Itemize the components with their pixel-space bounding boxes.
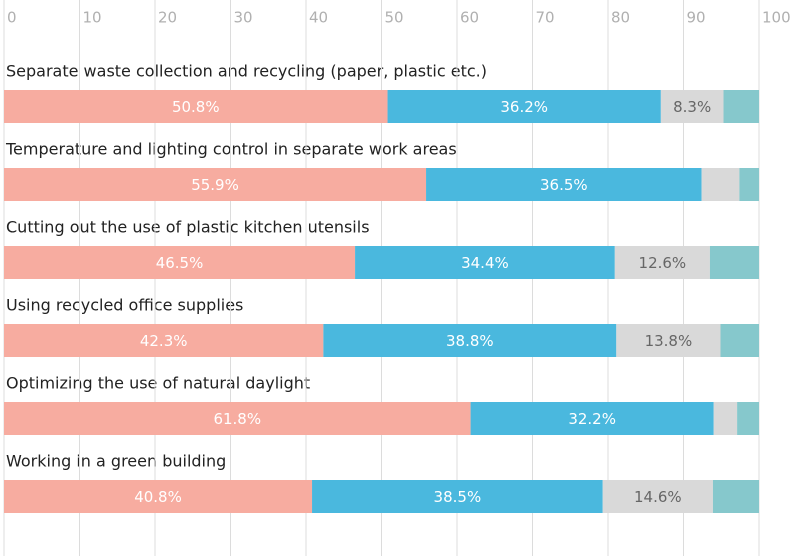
value-label: 13.8% (645, 332, 693, 350)
x-tick-label: 40 (309, 9, 328, 27)
bar-segment (713, 402, 738, 435)
bar-segment (355, 246, 615, 279)
value-label: 32.2% (568, 410, 616, 428)
bar-segment (709, 246, 759, 279)
value-label: 46.5% (156, 254, 204, 272)
bar-segment (739, 168, 759, 201)
bar-segment (312, 480, 603, 513)
x-tick-label: 80 (611, 9, 630, 27)
value-label: 61.8% (213, 410, 261, 428)
category-label: Separate waste collection and recycling … (6, 62, 487, 81)
x-tick-label: 60 (460, 9, 479, 27)
x-tick-label: 0 (7, 9, 17, 27)
bar-segment (614, 246, 710, 279)
bar-segment (323, 324, 617, 357)
bar-segment (4, 324, 324, 357)
x-tick-label: 30 (234, 9, 253, 27)
x-tick-label: 50 (385, 9, 404, 27)
value-label: 14.6% (634, 488, 682, 506)
value-label: 36.2% (500, 98, 548, 116)
value-label: 12.6% (639, 254, 687, 272)
value-label: 42.3% (140, 332, 188, 350)
bar-segment (4, 402, 471, 435)
value-label: 40.8% (134, 488, 182, 506)
value-label: 34.4% (461, 254, 509, 272)
bar-segment (470, 402, 714, 435)
value-label: 8.3% (673, 98, 711, 116)
bar-segment (660, 90, 724, 123)
value-label: 50.8% (172, 98, 220, 116)
bar-segment (720, 324, 759, 357)
bar-segment (616, 324, 721, 357)
value-label: 38.5% (434, 488, 482, 506)
x-tick-label: 20 (158, 9, 177, 27)
value-label: 36.5% (540, 176, 588, 194)
bar-segment (4, 480, 313, 513)
value-label: 38.8% (446, 332, 494, 350)
bar-segment (426, 168, 702, 201)
category-label: Using recycled office supplies (6, 296, 243, 315)
category-label: Optimizing the use of natural daylight (6, 374, 310, 393)
bar-segment (4, 168, 427, 201)
x-tick-label: 70 (536, 9, 555, 27)
bar-segment (737, 402, 759, 435)
bar-segment (4, 246, 356, 279)
bar-segment (602, 480, 713, 513)
bar-segment (4, 90, 388, 123)
bar-segment (701, 168, 740, 201)
x-tick-label: 90 (687, 9, 706, 27)
value-label: 55.9% (191, 176, 239, 194)
bar-segment (387, 90, 661, 123)
x-tick-label: 10 (83, 9, 102, 27)
bar-segment (723, 90, 759, 123)
x-tick-label: 100 (762, 9, 791, 27)
category-label: Cutting out the use of plastic kitchen u… (6, 218, 370, 237)
bar-segment (712, 480, 759, 513)
category-label: Working in a green building (6, 452, 226, 471)
